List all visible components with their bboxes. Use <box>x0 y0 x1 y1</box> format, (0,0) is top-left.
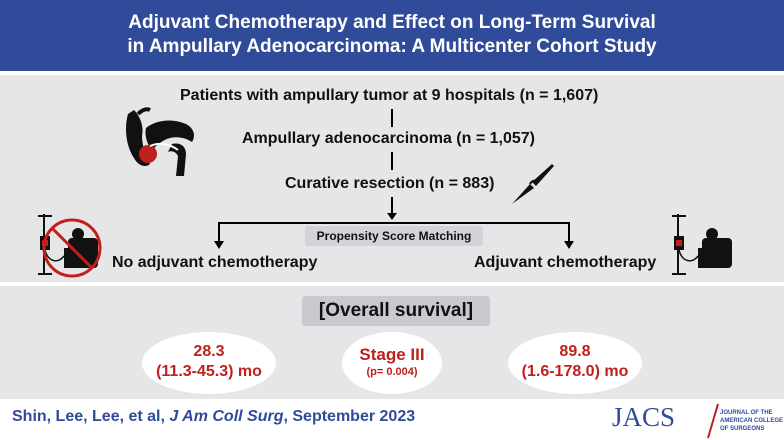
arm-no-adjuvant: No adjuvant chemotherapy <box>112 254 318 271</box>
citation-journal: J Am Coll Surg <box>169 408 284 425</box>
branch-arrow-down <box>387 197 397 220</box>
title-line-1: Adjuvant Chemotherapy and Effect on Long… <box>128 12 656 33</box>
citation: Shin, Lee, Lee, et al, J Am Coll Surg, S… <box>12 408 415 426</box>
footer <box>0 399 784 440</box>
propensity-score-matching-label: Propensity Score Matching <box>305 226 483 246</box>
stage-p-value: (p= 0.004) <box>366 366 418 378</box>
branch-arrow-left <box>214 222 224 249</box>
flow-step-patients: Patients with ampullary tumor at 9 hospi… <box>180 87 599 104</box>
connector-1 <box>391 109 393 127</box>
branch-bar <box>218 222 570 224</box>
stage-label: Stage III <box>359 345 425 364</box>
connector-2 <box>391 152 393 170</box>
result-no-adjuvant-value: 28.3 <box>193 343 225 360</box>
branch-arrow-right <box>564 222 574 249</box>
jacs-logo-slash <box>707 403 719 439</box>
result-adjuvant-value: 89.8 <box>559 343 591 360</box>
jacs-sub-1: JOURNAL OF THE <box>720 410 773 416</box>
pancreas-icon <box>126 107 194 176</box>
jacs-sub-3: OF SURGEONS <box>720 426 765 432</box>
jacs-logo-icon: JACS <box>612 402 675 433</box>
result-no-adjuvant: 28.3 (11.3-45.3) mo <box>142 332 276 394</box>
result-stage: Stage III (p= 0.004) <box>342 332 442 394</box>
scalpel-icon <box>512 164 554 204</box>
no-chemotherapy-icon <box>38 214 102 278</box>
overall-survival-heading: [Overall survival] <box>302 296 490 326</box>
result-no-adjuvant-range: (11.3-45.3) mo <box>156 363 262 380</box>
arm-adjuvant: Adjuvant chemotherapy <box>474 254 657 271</box>
chemotherapy-icon <box>672 214 732 275</box>
title-line-2: in Ampullary Adenocarcinoma: A Multicent… <box>127 36 657 57</box>
citation-date: , September 2023 <box>283 408 416 425</box>
jacs-sub-2: AMERICAN COLLEGE <box>720 418 783 424</box>
citation-authors: Shin, Lee, Lee, et al, <box>12 408 170 425</box>
result-adjuvant-range: (1.6-178.0) mo <box>521 363 629 380</box>
title-banner: Adjuvant Chemotherapy and Effect on Long… <box>0 0 784 71</box>
flow-step-resection: Curative resection (n = 883) <box>285 175 495 192</box>
jacs-logo-text: JACS <box>612 402 676 432</box>
result-adjuvant: 89.8 (1.6-178.0) mo <box>508 332 642 394</box>
flow-step-adenocarcinoma: Ampullary adenocarcinoma (n = 1,057) <box>242 130 535 147</box>
